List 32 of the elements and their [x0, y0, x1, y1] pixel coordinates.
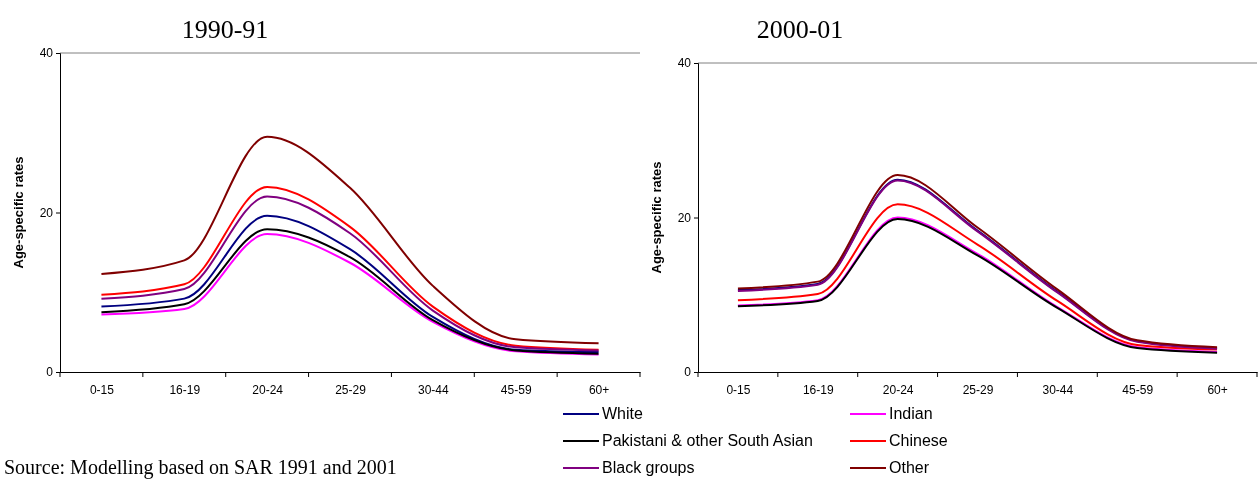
y-tick-label: 0	[46, 365, 54, 380]
x-tick-label: 45-59	[1122, 383, 1154, 398]
line-series	[100, 135, 600, 345]
y-axis-title: Age-specific rates	[649, 161, 664, 274]
x-tick-label: 0-15	[726, 383, 751, 398]
x-tick-label: 60+	[588, 383, 610, 398]
chart-title: 2000-01	[756, 15, 844, 44]
x-tick-label: 20-24	[252, 383, 284, 398]
y-axis-title: Age-specific rates	[11, 156, 26, 269]
chart-title: 1990-91	[181, 15, 269, 44]
legend-label: Pakistani & other South Asian	[602, 432, 813, 449]
x-tick-label: 30-44	[1042, 383, 1074, 398]
legend-label: Black groups	[602, 459, 695, 476]
x-tick-label: 30-44	[418, 383, 450, 398]
x-tick-label: 25-29	[335, 383, 367, 398]
legend-label: Other	[889, 459, 930, 476]
x-tick-label: 16-19	[169, 383, 201, 398]
legend-label: White	[602, 405, 643, 422]
x-tick-label: 25-29	[962, 383, 994, 398]
x-tick-label: 45-59	[500, 383, 532, 398]
source-note: Source: Modelling based on SAR 1991 and 2001	[4, 456, 397, 479]
x-tick-label: 0-15	[89, 383, 115, 398]
x-tick-label: 20-24	[882, 383, 914, 398]
y-tick-label: 20	[677, 210, 692, 225]
y-tick-label: 40	[677, 56, 692, 71]
x-tick-label: 60+	[1207, 383, 1228, 398]
y-tick-label: 20	[39, 205, 54, 220]
y-tick-label: 0	[684, 365, 692, 380]
y-tick-label: 40	[39, 46, 54, 61]
legend-label: Chinese	[889, 432, 948, 449]
legend-label: Indian	[889, 405, 933, 422]
x-tick-label: 16-19	[802, 383, 834, 398]
